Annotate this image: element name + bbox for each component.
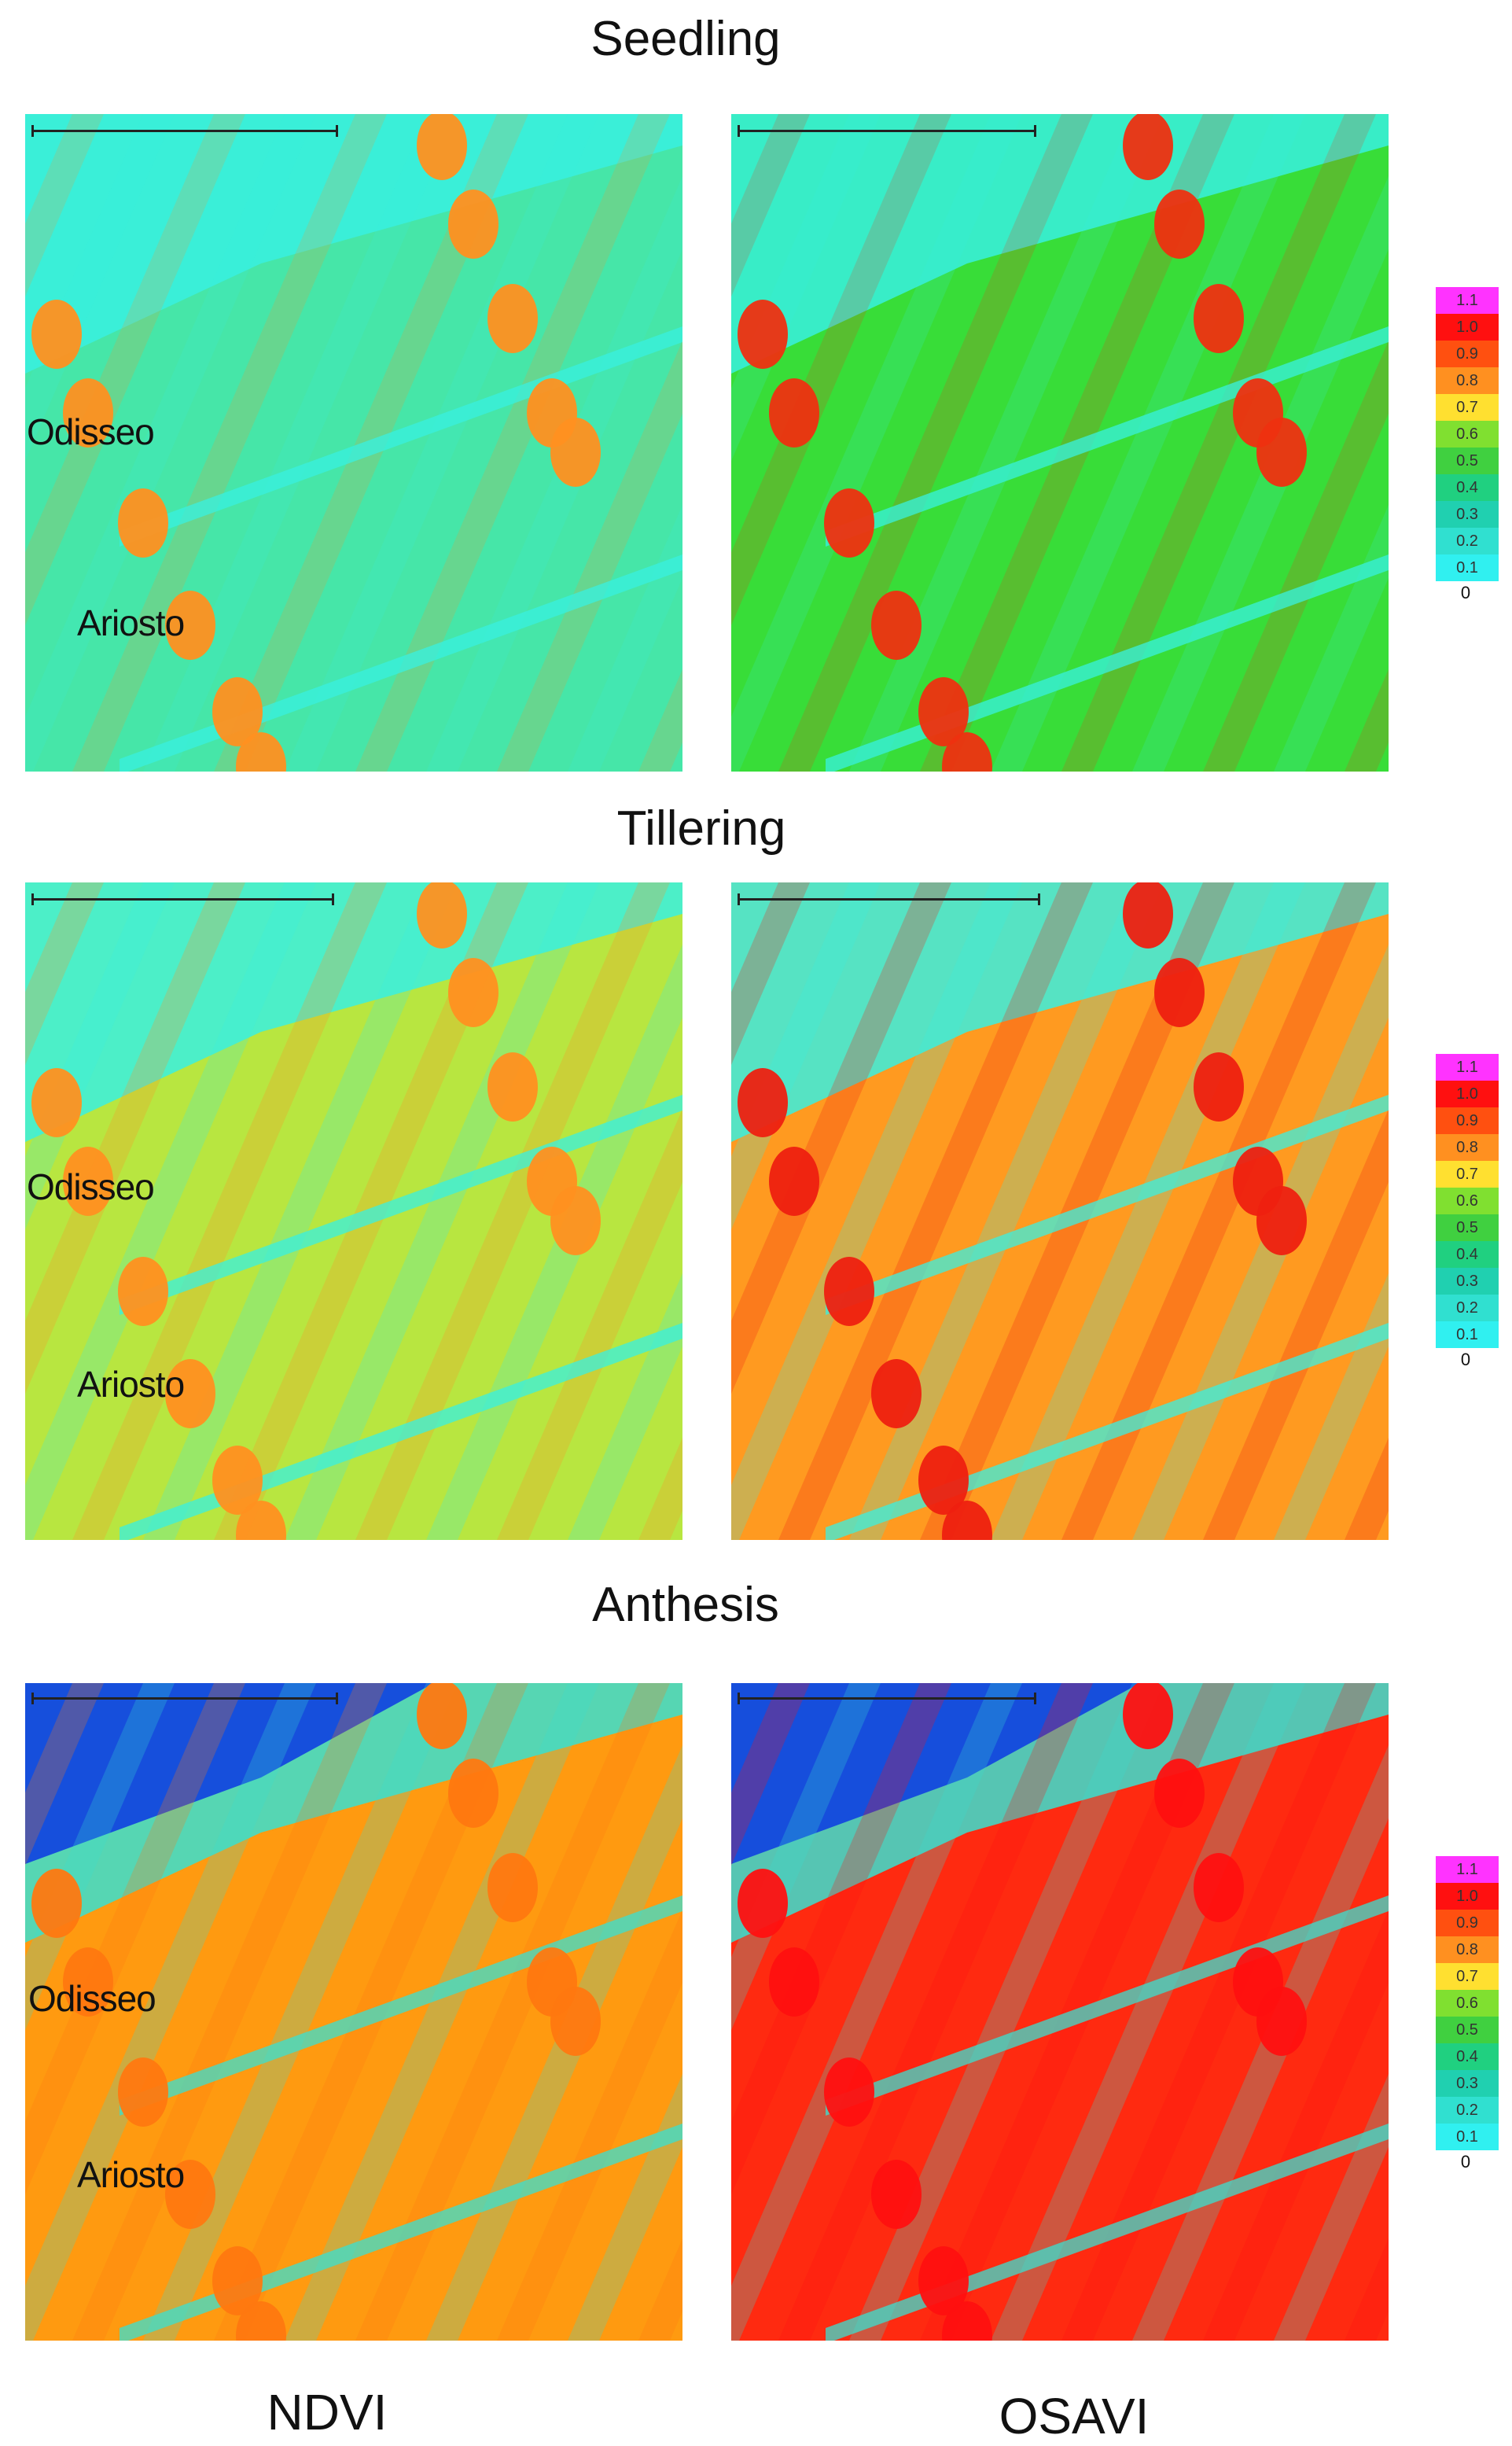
legend-swatch: 0.4 xyxy=(1434,1241,1499,1268)
legend-swatch: 0.4 xyxy=(1434,2043,1499,2070)
column-label-ndvi: NDVI xyxy=(267,2384,388,2440)
legend-swatch: 0.3 xyxy=(1434,501,1499,528)
legend-swatch: 0.3 xyxy=(1434,1268,1499,1295)
label-odisseo: Odisseo xyxy=(28,1978,156,2019)
map-anthesis-ndvi xyxy=(25,1683,682,2341)
legend-swatch: 0.5 xyxy=(1434,448,1499,474)
panel-anthesis-osavi xyxy=(731,1683,1389,2341)
legend-zero-label: 0 xyxy=(1460,2152,1471,2172)
panel-anthesis-ndvi xyxy=(25,1683,682,2341)
label-odisseo: Odisseo xyxy=(27,1166,155,1207)
legend-swatch: 0.2 xyxy=(1434,2097,1499,2124)
legend-swatch: 0.7 xyxy=(1434,394,1499,421)
legend-zero-label: 0 xyxy=(1460,1350,1471,1369)
map-seedling-osavi xyxy=(731,114,1389,772)
legend-swatch: 0.8 xyxy=(1434,1936,1499,1963)
label-ariosto: Ariosto xyxy=(77,2154,185,2195)
legend-swatch: 0.7 xyxy=(1434,1161,1499,1188)
legend-swatch: 0.8 xyxy=(1434,1134,1499,1161)
color-legend-seedling: 1.1 1.0 0.9 0.8 0.7 0.6 0.5 0.4 0.3 0.2 0.1 0 xyxy=(1434,287,1500,605)
legend-swatch: 0.6 xyxy=(1434,421,1499,448)
scale-bar xyxy=(31,893,334,905)
stage-title-tillering: Tillering xyxy=(616,801,786,856)
map-tillering-osavi xyxy=(731,882,1389,1540)
legend-swatch: 1.0 xyxy=(1434,1081,1499,1107)
legend-swatch: 1.1 xyxy=(1434,1054,1499,1081)
label-ariosto: Ariosto xyxy=(77,1364,185,1405)
legend-swatch: 0.2 xyxy=(1434,528,1499,554)
legend-swatch: 0.6 xyxy=(1434,1990,1499,2017)
legend-swatch: 0.3 xyxy=(1434,2070,1499,2097)
legend-swatch: 0.1 xyxy=(1434,2124,1499,2150)
legend-swatch: 0.9 xyxy=(1434,341,1499,367)
legend-zero-label: 0 xyxy=(1460,583,1471,602)
scale-bar xyxy=(738,1693,1036,1704)
label-ariosto: Ariosto xyxy=(77,602,185,643)
color-legend-anthesis: 1.1 1.0 0.9 0.8 0.7 0.6 0.5 0.4 0.3 0.2 0.1 0 xyxy=(1434,1856,1500,2174)
panel-seedling-ndvi xyxy=(25,114,682,772)
legend-swatch: 1.0 xyxy=(1434,314,1499,341)
legend-swatch: 1.1 xyxy=(1434,1856,1499,1883)
legend-swatch: 1.1 xyxy=(1434,287,1499,314)
stage-title-anthesis: Anthesis xyxy=(592,1578,779,1632)
stage-title-seedling: Seedling xyxy=(590,12,781,66)
panel-tillering-osavi xyxy=(731,882,1389,1540)
scale-bar xyxy=(738,125,1036,137)
legend-swatch: 0.4 xyxy=(1434,474,1499,501)
legend-swatch: 0.7 xyxy=(1434,1963,1499,1990)
scale-bar xyxy=(31,1693,338,1704)
map-seedling-ndvi xyxy=(25,114,682,772)
column-label-osavi: OSAVI xyxy=(999,2388,1150,2444)
map-anthesis-osavi xyxy=(731,1683,1389,2341)
color-legend-tillering: 1.1 1.0 0.9 0.8 0.7 0.6 0.5 0.4 0.3 0.2 0.1 0 xyxy=(1434,1054,1500,1372)
legend-swatch: 0.1 xyxy=(1434,1321,1499,1348)
map-tillering-ndvi xyxy=(25,882,682,1540)
legend-swatch: 0.5 xyxy=(1434,2017,1499,2043)
legend-swatch: 1.0 xyxy=(1434,1883,1499,1910)
legend-swatch: 0.1 xyxy=(1434,554,1499,581)
legend-swatch: 0.5 xyxy=(1434,1214,1499,1241)
panel-seedling-osavi xyxy=(731,114,1389,772)
legend-swatch: 0.9 xyxy=(1434,1910,1499,1936)
legend-swatch: 0.8 xyxy=(1434,367,1499,394)
legend-swatch: 0.2 xyxy=(1434,1295,1499,1321)
panel-tillering-ndvi xyxy=(25,882,682,1540)
legend-swatch: 0.6 xyxy=(1434,1188,1499,1214)
scale-bar xyxy=(31,125,338,137)
legend-swatch: 0.9 xyxy=(1434,1107,1499,1134)
scale-bar xyxy=(738,893,1040,905)
label-odisseo: Odisseo xyxy=(27,411,155,452)
